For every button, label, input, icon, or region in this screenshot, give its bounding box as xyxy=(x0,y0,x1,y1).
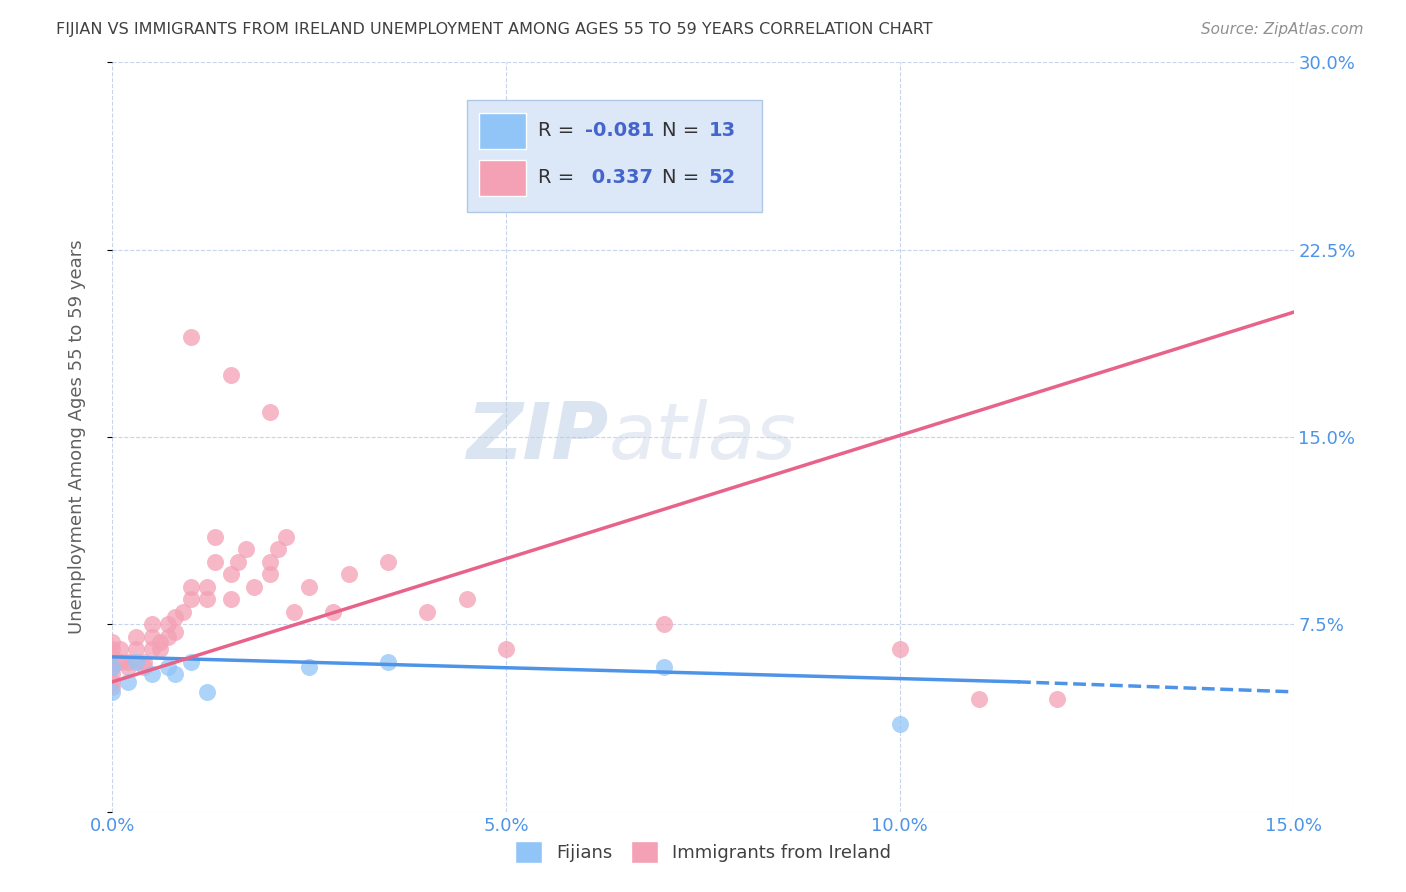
Point xyxy=(156,660,179,674)
Point xyxy=(101,649,124,664)
Text: R =: R = xyxy=(537,121,581,140)
Point xyxy=(298,660,321,674)
Point xyxy=(243,580,266,594)
Text: 52: 52 xyxy=(709,169,737,187)
Text: N =: N = xyxy=(662,121,706,140)
Point xyxy=(274,530,297,544)
Point xyxy=(219,368,242,382)
Legend: Fijians, Immigrants from Ireland: Fijians, Immigrants from Ireland xyxy=(508,834,898,870)
Point xyxy=(149,635,172,649)
Point xyxy=(141,617,163,632)
Point xyxy=(141,667,163,681)
Point xyxy=(967,692,990,706)
Point xyxy=(235,542,257,557)
Point xyxy=(132,660,155,674)
Point xyxy=(267,542,290,557)
Point xyxy=(1046,692,1069,706)
Point xyxy=(110,655,132,669)
Point xyxy=(377,655,399,669)
Point xyxy=(259,567,281,582)
Point xyxy=(156,630,179,644)
Point xyxy=(259,555,281,569)
Point xyxy=(149,642,172,657)
Point xyxy=(337,567,360,582)
Point xyxy=(195,685,218,699)
Point xyxy=(117,660,139,674)
Point xyxy=(125,630,148,644)
Point xyxy=(101,660,124,674)
Point xyxy=(165,667,187,681)
Text: R =: R = xyxy=(537,169,581,187)
Text: 13: 13 xyxy=(709,121,735,140)
Point xyxy=(259,405,281,419)
Point xyxy=(125,655,148,669)
Point xyxy=(101,642,124,657)
Point xyxy=(117,674,139,689)
Point xyxy=(165,624,187,639)
Point xyxy=(101,680,124,694)
Point xyxy=(377,555,399,569)
Point xyxy=(141,630,163,644)
Point xyxy=(228,555,250,569)
Point xyxy=(165,610,187,624)
Point xyxy=(180,592,202,607)
Point xyxy=(101,667,124,681)
Y-axis label: Unemployment Among Ages 55 to 59 years: Unemployment Among Ages 55 to 59 years xyxy=(67,240,86,634)
Point xyxy=(495,642,517,657)
Point xyxy=(101,660,124,674)
Point xyxy=(141,642,163,657)
Point xyxy=(101,635,124,649)
Point xyxy=(298,580,321,594)
Point xyxy=(416,605,439,619)
Point xyxy=(125,642,148,657)
Point xyxy=(156,617,179,632)
FancyBboxPatch shape xyxy=(478,112,526,149)
Text: ZIP: ZIP xyxy=(467,399,609,475)
Point xyxy=(889,642,911,657)
Point xyxy=(283,605,305,619)
Point xyxy=(204,555,226,569)
Point xyxy=(132,655,155,669)
Text: Source: ZipAtlas.com: Source: ZipAtlas.com xyxy=(1201,22,1364,37)
Point xyxy=(652,617,675,632)
Text: -0.081: -0.081 xyxy=(585,121,654,140)
FancyBboxPatch shape xyxy=(467,100,762,212)
Point xyxy=(219,592,242,607)
Point xyxy=(172,605,194,619)
Point xyxy=(456,592,478,607)
Text: FIJIAN VS IMMIGRANTS FROM IRELAND UNEMPLOYMENT AMONG AGES 55 TO 59 YEARS CORRELA: FIJIAN VS IMMIGRANTS FROM IRELAND UNEMPL… xyxy=(56,22,932,37)
Point xyxy=(117,655,139,669)
Point xyxy=(101,685,124,699)
Point xyxy=(322,605,344,619)
Point xyxy=(195,580,218,594)
FancyBboxPatch shape xyxy=(478,160,526,196)
Text: N =: N = xyxy=(662,169,706,187)
Text: 0.337: 0.337 xyxy=(585,169,652,187)
Point xyxy=(180,580,202,594)
Point xyxy=(219,567,242,582)
Point xyxy=(652,660,675,674)
Point xyxy=(889,717,911,731)
Point xyxy=(204,530,226,544)
Point xyxy=(101,674,124,689)
Point xyxy=(195,592,218,607)
Text: atlas: atlas xyxy=(609,399,796,475)
Point xyxy=(180,330,202,344)
Point xyxy=(180,655,202,669)
Point xyxy=(110,642,132,657)
